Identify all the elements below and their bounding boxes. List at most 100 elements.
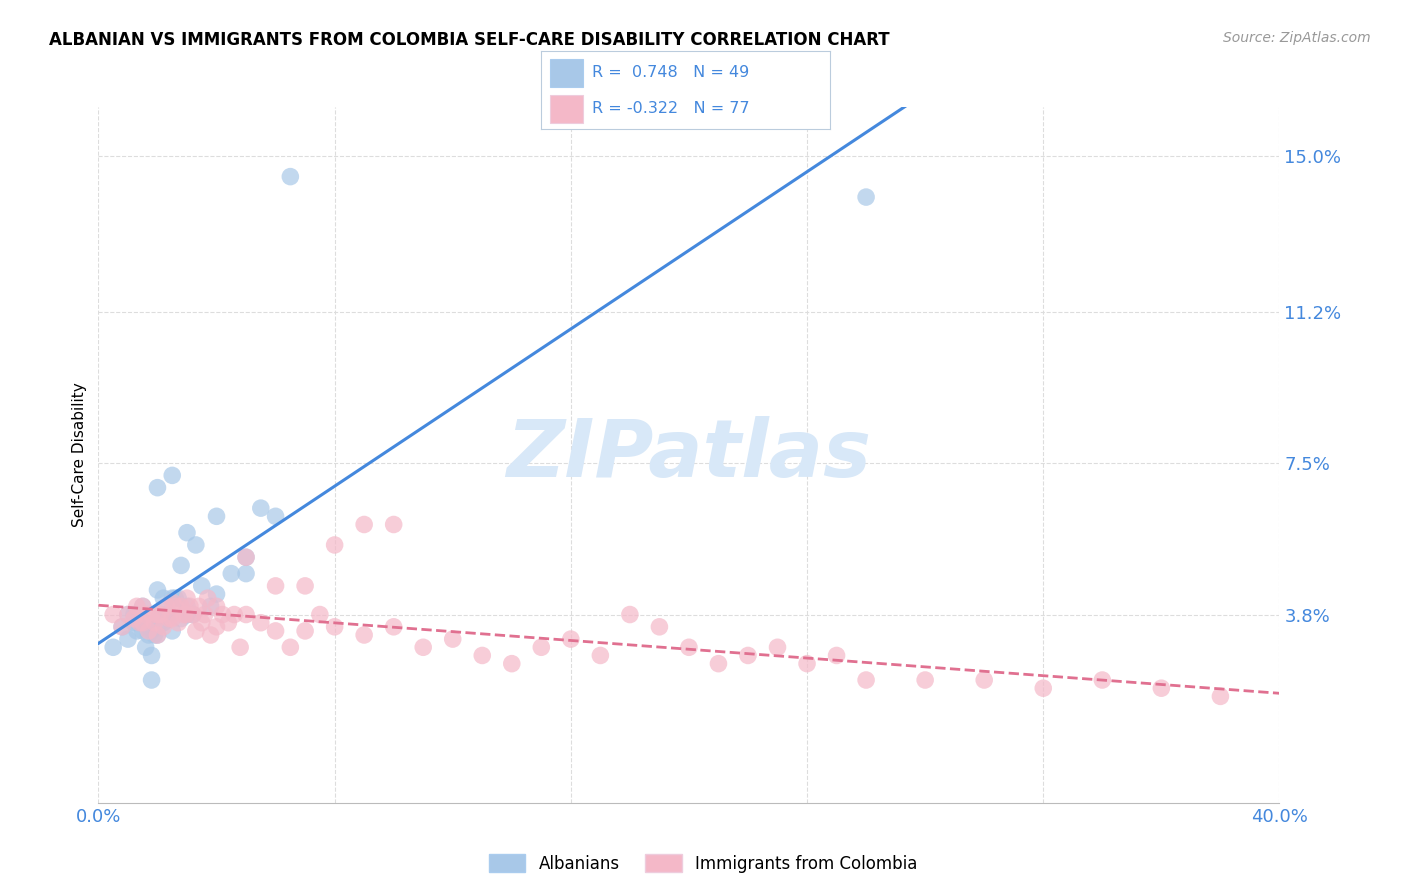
Point — [235, 607, 257, 622]
Point — [264, 509, 287, 524]
Bar — [550, 59, 583, 87]
Text: ALBANIAN VS IMMIGRANTS FROM COLOMBIA SELF-CARE DISABILITY CORRELATION CHART: ALBANIAN VS IMMIGRANTS FROM COLOMBIA SEL… — [49, 31, 890, 49]
Point — [191, 615, 214, 630]
Point — [176, 607, 198, 622]
Point — [111, 620, 134, 634]
Point — [135, 640, 157, 655]
Point — [103, 640, 125, 655]
Point — [162, 595, 183, 609]
Point — [235, 550, 257, 565]
Point — [176, 525, 198, 540]
Point — [149, 607, 172, 622]
Point — [181, 607, 204, 622]
Point — [176, 607, 198, 622]
Point — [181, 607, 204, 622]
Point — [173, 607, 195, 622]
Bar — [550, 95, 583, 123]
Point — [146, 582, 169, 597]
Point — [146, 628, 169, 642]
Point — [250, 501, 273, 516]
Point — [170, 599, 193, 614]
Point — [149, 607, 172, 622]
Point — [143, 628, 166, 642]
Point — [162, 468, 183, 483]
Point — [278, 640, 302, 655]
Point — [825, 648, 848, 663]
Point — [1032, 681, 1054, 696]
Text: ZIPatlas: ZIPatlas — [506, 416, 872, 494]
Point — [205, 599, 228, 614]
Point — [152, 591, 174, 606]
Point — [176, 591, 198, 606]
Point — [855, 190, 877, 204]
Point — [205, 587, 228, 601]
Point — [122, 607, 145, 622]
Point — [155, 599, 177, 614]
Text: Source: ZipAtlas.com: Source: ZipAtlas.com — [1223, 31, 1371, 45]
Point — [155, 607, 177, 622]
Point — [117, 607, 139, 622]
Point — [165, 599, 187, 614]
Point — [211, 607, 233, 622]
Point — [128, 615, 150, 630]
Point — [141, 673, 163, 687]
Point — [132, 615, 155, 630]
Point — [796, 657, 818, 671]
Point — [170, 612, 193, 626]
Point — [179, 599, 201, 614]
Point — [103, 607, 125, 622]
Point — [184, 538, 207, 552]
Point — [678, 640, 700, 655]
Point — [1209, 690, 1232, 704]
Point — [152, 620, 174, 634]
Point — [589, 648, 612, 663]
Point — [191, 579, 214, 593]
Point — [973, 673, 995, 687]
Point — [264, 624, 287, 638]
Point — [235, 550, 257, 565]
Point — [197, 591, 219, 606]
Point — [135, 615, 157, 630]
Point — [294, 579, 316, 593]
Point — [309, 607, 332, 622]
Point — [353, 517, 375, 532]
Point — [167, 591, 190, 606]
Point — [162, 624, 183, 638]
Point — [146, 620, 169, 634]
Point — [187, 599, 209, 614]
Point — [194, 607, 217, 622]
Point — [117, 632, 139, 646]
Point — [412, 640, 434, 655]
Point — [737, 648, 759, 663]
Point — [323, 538, 346, 552]
Point — [125, 624, 148, 638]
Point — [157, 612, 180, 626]
Point — [146, 607, 169, 622]
Point — [162, 612, 183, 626]
Point — [219, 566, 242, 581]
Legend: Albanians, Immigrants from Colombia: Albanians, Immigrants from Colombia — [482, 847, 924, 880]
Point — [184, 624, 207, 638]
Point — [1091, 673, 1114, 687]
Point — [143, 615, 166, 630]
Point — [229, 640, 252, 655]
Point — [138, 628, 160, 642]
Point — [141, 624, 163, 638]
Point — [111, 620, 134, 634]
Point — [353, 628, 375, 642]
Point — [205, 620, 228, 634]
Point — [135, 607, 157, 622]
Point — [122, 615, 145, 630]
Point — [205, 509, 228, 524]
Text: R = -0.322   N = 77: R = -0.322 N = 77 — [592, 102, 749, 117]
Point — [648, 620, 671, 634]
Point — [441, 632, 464, 646]
Point — [855, 673, 877, 687]
Point — [167, 615, 190, 630]
Point — [132, 599, 155, 614]
Point — [132, 624, 155, 638]
Point — [128, 615, 150, 630]
Point — [132, 599, 155, 614]
Point — [323, 620, 346, 634]
Point — [170, 558, 193, 573]
